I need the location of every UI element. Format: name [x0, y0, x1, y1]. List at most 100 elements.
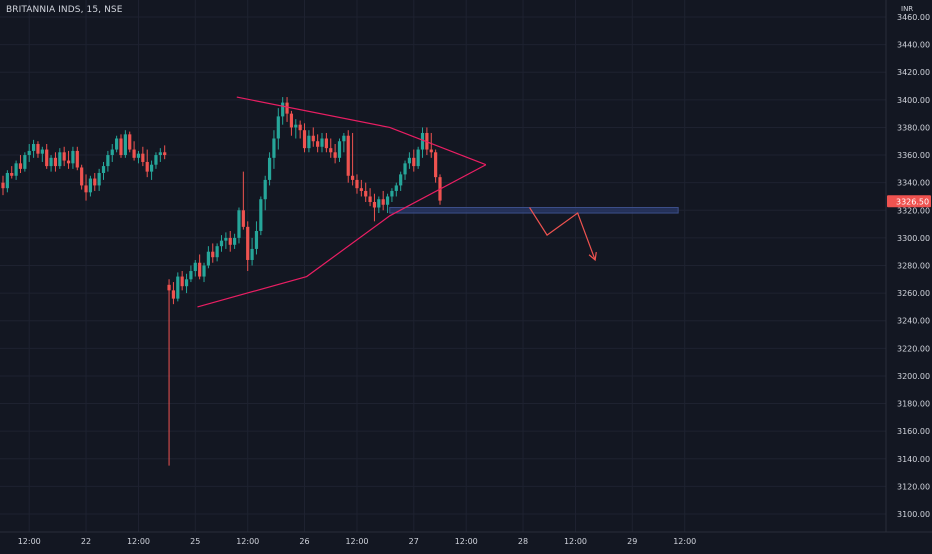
- candle-body: [263, 179, 267, 200]
- triangle-upper-trendline[interactable]: [236, 96, 487, 166]
- time-tick-label: 12:00: [236, 537, 259, 546]
- candle: [377, 196, 381, 214]
- candle: [355, 174, 359, 194]
- candle: [228, 230, 232, 252]
- candle-body: [372, 201, 377, 208]
- time-tick-label: 22: [81, 537, 91, 546]
- support-zone[interactable]: [389, 207, 679, 214]
- candle: [307, 130, 311, 153]
- candle-body: [381, 199, 385, 205]
- drawings[interactable]: [197, 96, 679, 308]
- candle: [206, 246, 210, 269]
- candle: [80, 164, 84, 190]
- candle: [337, 138, 342, 162]
- price-axis[interactable]: 3100.00 3120.00 3140.00 3160.00 3180.00 3200.…: [885, 0, 932, 550]
- price-tick-label: 3360.00: [897, 151, 930, 160]
- candle-body: [246, 226, 250, 260]
- candle: [259, 196, 263, 236]
- candle: [211, 243, 215, 263]
- candle: [1, 175, 5, 196]
- symbol-title[interactable]: BRITANNIA INDS, 15, NSE: [6, 5, 123, 15]
- candle-body: [193, 262, 197, 272]
- candle: [75, 146, 79, 171]
- candle: [250, 237, 254, 266]
- candle-body: [184, 279, 189, 287]
- candle: [285, 97, 289, 122]
- candle-body: [5, 173, 9, 189]
- candle: [254, 221, 259, 255]
- candle-body: [329, 148, 333, 153]
- candle: [106, 150, 110, 172]
- candle-body: [399, 174, 403, 186]
- candle-body: [171, 290, 176, 299]
- candle: [23, 152, 27, 172]
- candle-body: [215, 246, 219, 258]
- candle-body: [115, 138, 119, 150]
- candle-body: [342, 135, 346, 142]
- last-price-label: 3326.50: [896, 197, 929, 206]
- time-tick-label: 27: [409, 537, 419, 546]
- candle: [412, 149, 416, 172]
- price-tick-label: 3160.00: [897, 427, 930, 436]
- candle: [88, 175, 92, 197]
- candle: [110, 144, 114, 162]
- candle-body: [224, 237, 228, 241]
- candle-body: [267, 157, 272, 180]
- candle-body: [228, 237, 232, 245]
- time-tick-label: 12:00: [345, 537, 368, 546]
- candle-body: [285, 102, 289, 114]
- candle-body: [189, 271, 193, 280]
- price-tick-label: 3240.00: [897, 317, 930, 326]
- candle-body: [84, 185, 88, 193]
- candle-body: [62, 152, 66, 161]
- time-tick-label: 29: [627, 537, 637, 546]
- candle-body: [259, 199, 263, 231]
- candle-body: [27, 150, 31, 156]
- price-tick-label: 3460.00: [897, 13, 930, 22]
- candle-body: [1, 182, 5, 189]
- candle: [184, 273, 189, 294]
- price-tick-label: 3440.00: [897, 41, 930, 50]
- candle-body: [355, 179, 359, 189]
- candle-body: [198, 262, 202, 277]
- candle: [62, 146, 66, 167]
- time-axis-background: [0, 532, 932, 550]
- candle-body: [97, 173, 101, 186]
- candle-body: [219, 240, 224, 247]
- candle-body: [403, 163, 407, 175]
- candle-body: [36, 144, 40, 154]
- candle-body: [14, 163, 18, 176]
- candle: [276, 108, 280, 150]
- candles: [1, 97, 442, 466]
- candle-body: [163, 152, 167, 156]
- candle: [176, 272, 180, 302]
- candle: [289, 110, 294, 136]
- candle-body: [180, 276, 184, 287]
- candle-body: [233, 237, 237, 245]
- candle-body: [176, 276, 180, 299]
- candle-body: [88, 178, 92, 193]
- candle: [189, 265, 193, 283]
- candle: [407, 152, 412, 169]
- candle-body: [390, 190, 394, 197]
- candle: [93, 173, 97, 191]
- candle-body: [66, 160, 71, 164]
- triangle-lower-trendline[interactable]: [197, 164, 487, 308]
- candle: [198, 254, 202, 280]
- time-tick-label: 12:00: [564, 537, 587, 546]
- candle-body: [333, 152, 337, 158]
- projection-path[interactable]: [529, 207, 596, 261]
- time-tick-label: 12:00: [673, 537, 696, 546]
- candle-body: [211, 251, 215, 258]
- candle: [302, 123, 307, 153]
- candle: [141, 146, 145, 167]
- candle: [329, 138, 333, 158]
- candle-body: [202, 265, 206, 277]
- time-axis[interactable]: 12:00 22 12:00 25 12:00 26 12:00 27 12:00 28 12:00…: [0, 531, 932, 550]
- price-tick-label: 3380.00: [897, 123, 930, 132]
- candle: [224, 232, 228, 249]
- price-tick-label: 3280.00: [897, 262, 930, 271]
- candle-body: [311, 135, 315, 142]
